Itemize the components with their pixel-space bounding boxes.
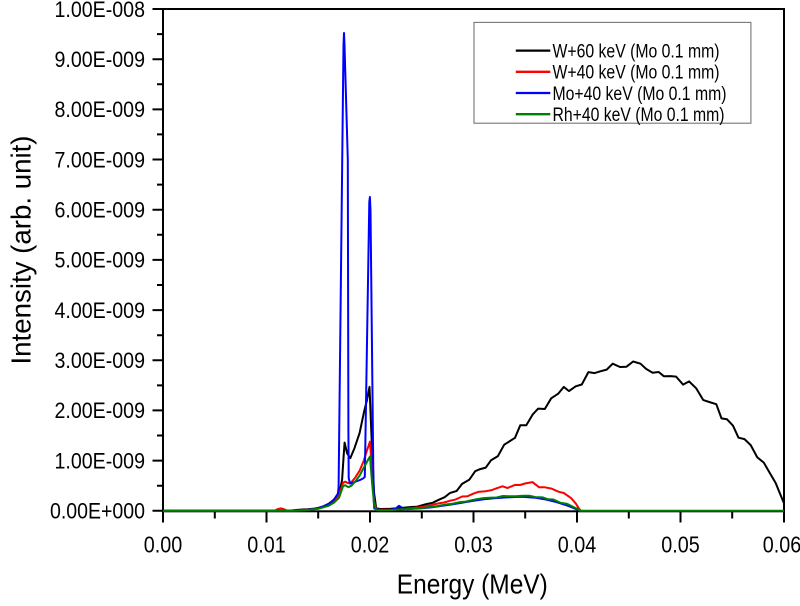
svg-text:0.01: 0.01 [247, 531, 286, 557]
svg-text:6.00E-009: 6.00E-009 [55, 198, 146, 223]
svg-text:0.04: 0.04 [558, 531, 597, 557]
svg-text:3.00E-009: 3.00E-009 [55, 348, 146, 373]
svg-text:0.06: 0.06 [763, 531, 800, 557]
svg-text:0.00: 0.00 [144, 531, 183, 557]
svg-text:4.00E-009: 4.00E-009 [55, 298, 146, 323]
svg-text:1.00E-008: 1.00E-008 [55, 0, 146, 22]
svg-text:1.00E-009: 1.00E-009 [55, 448, 146, 473]
svg-text:Mo+40 keV (Mo 0.1 mm): Mo+40 keV (Mo 0.1 mm) [553, 84, 727, 105]
svg-text:0.03: 0.03 [454, 531, 493, 557]
svg-text:Intensity (arb. unit): Intensity (arb. unit) [6, 136, 37, 365]
svg-text:Energy (MeV): Energy (MeV) [397, 569, 548, 600]
svg-text:5.00E-009: 5.00E-009 [55, 248, 146, 273]
svg-text:8.00E-009: 8.00E-009 [55, 97, 146, 122]
svg-text:2.00E-009: 2.00E-009 [55, 398, 146, 423]
svg-text:0.02: 0.02 [351, 531, 390, 557]
svg-text:9.00E-009: 9.00E-009 [55, 47, 146, 72]
svg-text:0.00E+000: 0.00E+000 [50, 499, 145, 524]
svg-text:W+60 keV (Mo 0.1 mm): W+60 keV (Mo 0.1 mm) [553, 41, 720, 62]
svg-text:W+40 keV (Mo 0.1 mm): W+40 keV (Mo 0.1 mm) [553, 63, 720, 84]
svg-text:7.00E-009: 7.00E-009 [55, 147, 146, 172]
svg-text:Rh+40 keV (Mo 0.1 mm): Rh+40 keV (Mo 0.1 mm) [553, 105, 725, 126]
svg-text:0.05: 0.05 [661, 531, 700, 557]
